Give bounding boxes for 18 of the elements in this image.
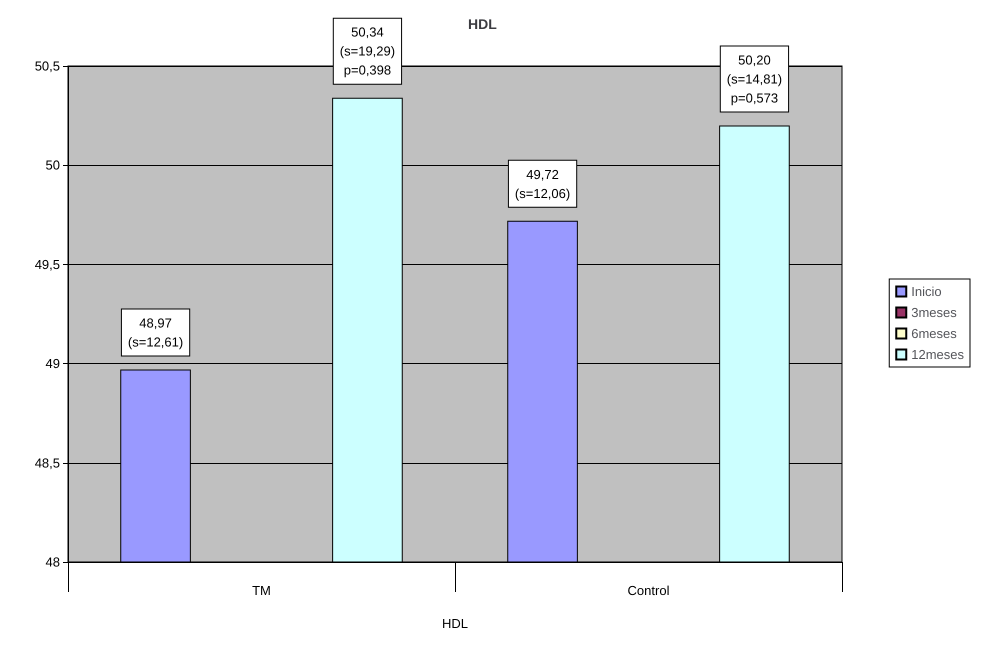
x-axis-title: HDL <box>442 616 468 631</box>
legend-label: Inicio <box>911 284 942 299</box>
chart-title: HDL <box>468 16 498 32</box>
legend-label: 6meses <box>911 326 958 341</box>
x-tick-label: Control <box>628 583 670 598</box>
data-label: 50,34 (s=19,29) p=0,398 <box>340 24 396 78</box>
y-tick-label: 48,5 <box>34 455 60 470</box>
y-tick-label: 49,5 <box>34 256 60 272</box>
data-label: 49,72 (s=12,06) <box>514 166 570 201</box>
data-label: 48,97 (s=12,61) <box>128 316 184 350</box>
legend-label: 12meses <box>911 347 964 362</box>
y-tick-label: 50,5 <box>34 58 60 74</box>
legend-label: 3meses <box>911 305 958 320</box>
y-tick-label: 49 <box>46 356 60 372</box>
y-tick-label: 48 <box>46 554 60 570</box>
data-label: 50,20 (s=14,81) p=0,573 <box>726 52 782 106</box>
y-tick-label: 50 <box>46 158 60 173</box>
x-tick-label: TM <box>252 583 271 598</box>
